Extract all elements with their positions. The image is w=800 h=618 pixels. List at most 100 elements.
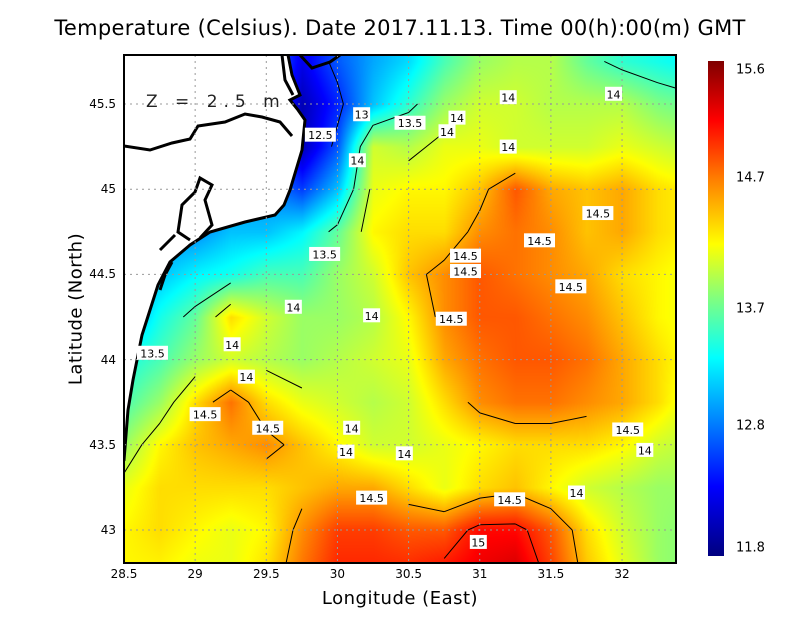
contour-label-text: 14.5	[497, 494, 522, 507]
contour-label-text: 14.5	[453, 265, 478, 278]
depth-label: Z = 2.5 m	[146, 92, 286, 112]
contour-label: 14	[438, 124, 456, 139]
contour-label: 14	[568, 485, 586, 500]
coastline-lagoon	[158, 175, 214, 291]
contour-label: 14.5	[252, 420, 284, 435]
contour-label-text: 14.5	[255, 422, 280, 435]
contour-label-text: 14	[286, 301, 300, 314]
contour-label-text: 14	[345, 422, 359, 435]
contour-label: 14.5	[450, 248, 482, 263]
contour-label: 14	[237, 369, 255, 384]
x-tick-label: 31.5	[537, 567, 565, 581]
contour-label-text: 14.5	[439, 313, 464, 326]
y-tick-label: 45.5	[89, 97, 116, 111]
contour-label-text: 13.5	[140, 347, 165, 360]
contour-lines	[124, 60, 676, 563]
contour-label-text: 14	[450, 112, 464, 125]
contour-label: 14.5	[582, 206, 614, 221]
colorbar-label: 11.8	[736, 540, 765, 556]
y-tick-label: 43	[100, 523, 116, 537]
x-tick-label: 30.5	[395, 567, 422, 581]
contour-label: 14	[499, 139, 517, 154]
contour-label: 14	[343, 420, 361, 435]
x-tick-label: 32	[614, 567, 630, 581]
contour-label: 14.5	[494, 492, 526, 507]
colorbar-label: 13.7	[736, 301, 765, 316]
contour-label-text: 13.5	[312, 248, 337, 261]
contour-label-text: 13.5	[398, 117, 423, 130]
gridlines	[124, 55, 676, 563]
contour-label-text: 14.5	[453, 250, 478, 263]
contour-label: 14.5	[450, 263, 482, 278]
contour-label-text: 14	[501, 141, 515, 154]
contour-label-text: 14	[365, 310, 379, 323]
contour-label-text: 14	[339, 446, 353, 459]
contour-label: 14	[636, 442, 654, 457]
coastline-bay	[124, 112, 294, 152]
contour-label-text: 14	[440, 126, 454, 139]
x-tick-label: 28.5	[110, 567, 138, 581]
contour-15	[443, 523, 540, 563]
contour-label: 14.5	[612, 422, 644, 437]
contour-label: 14	[395, 446, 413, 461]
colorbar-label: 15.6	[736, 62, 765, 78]
contour-label: 14.5	[555, 279, 587, 294]
contour-label: 14.5	[356, 490, 388, 505]
contour-label-text: 15	[471, 536, 485, 549]
colorbar-label: 12.8	[736, 418, 765, 434]
contour-14.5	[212, 172, 587, 563]
contour-label: 14.5	[435, 311, 467, 326]
contour-label-text: 14.5	[615, 424, 640, 437]
y-tick-label: 45	[100, 182, 116, 197]
contour-label: 13.5	[309, 246, 341, 261]
coastline-north	[280, 55, 341, 96]
contour-label-text: 14	[638, 444, 652, 457]
y-tick-label: 44	[100, 352, 116, 367]
contour-label: 13.5	[136, 345, 168, 360]
colorbar	[708, 61, 724, 556]
contour-label-text: 14.5	[527, 235, 552, 248]
contour-label: 14.5	[524, 233, 556, 248]
contour-label-text: 14	[607, 88, 621, 101]
contour-label: 14	[223, 337, 241, 352]
contour-label: 14	[605, 86, 623, 101]
contour-label: 15	[469, 534, 487, 549]
contour-label: 14	[337, 444, 355, 459]
x-tick-label: 30	[329, 567, 346, 581]
contour-label: 13.5	[394, 115, 426, 130]
contour-label: 12.5	[304, 127, 336, 142]
contour-label: 13	[353, 107, 371, 122]
contour-label: 14.5	[189, 407, 221, 422]
contour-label-text: 12.5	[308, 129, 333, 142]
chart-title: Temperature (Celsius). Date 2017.11.13. …	[54, 16, 746, 40]
contour-14	[124, 132, 445, 474]
contour-label-text: 14	[397, 448, 411, 461]
y-axis-label: Latitude (North)	[65, 232, 87, 386]
contour-label: 14	[499, 90, 517, 105]
x-tick-label: 29	[187, 567, 203, 581]
contour-label: 14	[448, 110, 466, 125]
contour-12.5	[328, 61, 344, 147]
land-mass	[124, 55, 307, 462]
plot-frame	[123, 54, 677, 564]
y-tick-label: 44.5	[89, 267, 116, 282]
contour-label-text: 13	[355, 109, 369, 122]
contour-label: 14	[363, 308, 381, 323]
contour-label-text: 14	[350, 155, 364, 168]
contour-label-text: 14	[225, 339, 239, 352]
contour-label-text: 14.5	[359, 492, 384, 505]
contour-label-text: 14.5	[193, 409, 218, 422]
contour-label-text: 14.5	[586, 208, 611, 221]
y-tick-label: 43.5	[89, 437, 116, 452]
contour-label-text: 14.5	[559, 281, 584, 294]
x-tick-label: 31	[472, 567, 488, 581]
contour-label: 14	[348, 153, 366, 168]
x-axis-label: Longitude (East)	[321, 588, 479, 609]
contour-label: 14	[284, 299, 302, 314]
contour-label-text: 14	[239, 371, 253, 384]
contour-label-text: 14	[501, 92, 515, 105]
x-tick-label: 29.5	[252, 567, 280, 581]
colorbar-label: 14.7	[736, 170, 765, 186]
